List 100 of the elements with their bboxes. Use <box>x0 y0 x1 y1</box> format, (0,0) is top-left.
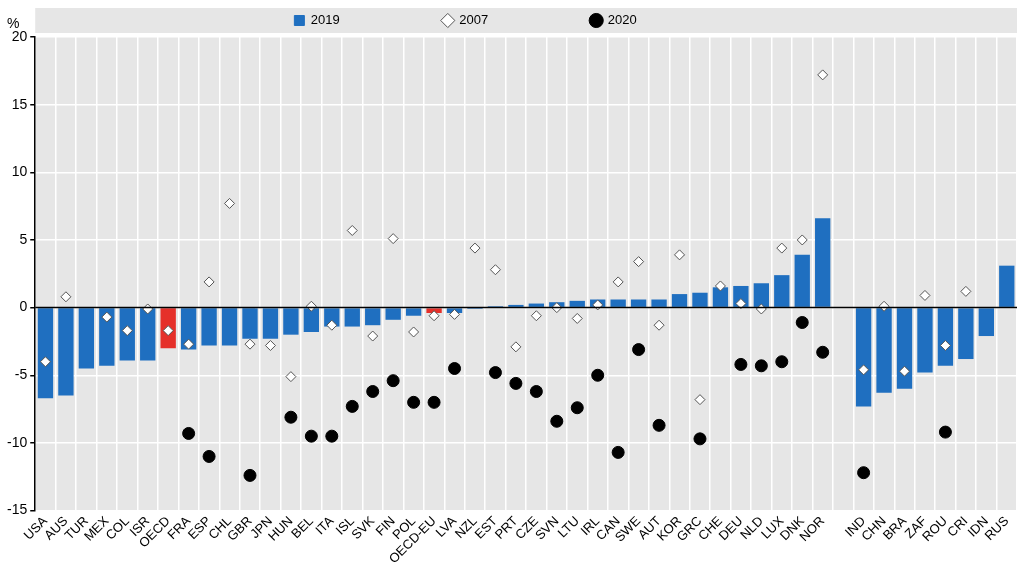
point <box>693 432 707 446</box>
point <box>754 359 768 373</box>
point <box>407 395 421 409</box>
legend-label: 2020 <box>607 12 728 28</box>
point <box>408 326 420 338</box>
point <box>714 280 726 292</box>
point <box>550 414 564 428</box>
bar <box>794 254 810 307</box>
point <box>633 256 645 268</box>
bar <box>119 308 135 361</box>
bar <box>896 308 913 389</box>
bar <box>221 308 238 346</box>
bar <box>671 294 688 307</box>
point <box>101 311 113 323</box>
point <box>857 466 871 480</box>
point <box>530 310 542 322</box>
point <box>386 374 400 388</box>
y-tick-label: -10 <box>7 433 28 450</box>
point <box>529 385 543 399</box>
point <box>305 300 317 312</box>
point <box>551 302 563 314</box>
bar <box>78 308 95 369</box>
bar <box>978 308 994 337</box>
bar <box>917 308 933 373</box>
point <box>817 69 829 81</box>
point <box>858 364 870 376</box>
y-tick-label: -5 <box>14 366 28 383</box>
point <box>878 300 890 312</box>
point <box>755 303 767 315</box>
point <box>795 316 809 329</box>
point <box>734 357 748 371</box>
point <box>674 249 686 261</box>
point <box>202 449 216 463</box>
point <box>284 410 298 424</box>
bar <box>242 308 258 339</box>
point <box>448 362 462 376</box>
point <box>428 310 440 322</box>
bar <box>262 308 279 339</box>
point <box>735 298 747 310</box>
bar <box>201 308 217 346</box>
point <box>919 289 931 301</box>
bar <box>303 308 320 332</box>
bar <box>937 308 954 366</box>
point <box>387 233 399 245</box>
point <box>346 224 358 236</box>
bar <box>815 218 831 307</box>
point <box>510 341 522 353</box>
point <box>285 371 297 383</box>
point <box>653 319 665 331</box>
bar <box>712 287 729 307</box>
point <box>816 345 830 359</box>
point <box>776 242 788 254</box>
legend-label: 2007 <box>459 12 580 28</box>
point <box>592 299 604 311</box>
point <box>345 399 359 413</box>
point <box>183 338 195 350</box>
point <box>121 325 133 337</box>
point <box>488 366 502 380</box>
bar <box>37 308 54 399</box>
bar <box>365 308 381 326</box>
point <box>938 425 952 439</box>
y-tick-label: 15 <box>11 95 28 112</box>
point <box>427 395 441 409</box>
y-tick-label: 0 <box>19 298 28 315</box>
point <box>899 365 911 377</box>
bar <box>569 300 585 307</box>
bar <box>140 308 156 361</box>
point <box>367 330 379 342</box>
y-tick-label: 10 <box>11 163 28 180</box>
point <box>611 445 625 459</box>
bar <box>283 308 299 335</box>
bar <box>385 308 401 320</box>
point <box>243 468 257 482</box>
bar <box>99 308 115 366</box>
point <box>304 429 318 443</box>
bar <box>630 299 647 307</box>
point <box>570 401 584 415</box>
bar <box>774 275 790 307</box>
point <box>39 356 51 368</box>
point <box>142 303 154 315</box>
bar <box>58 308 74 396</box>
y-tick-label: 5 <box>19 230 28 247</box>
point <box>224 197 236 209</box>
point <box>939 340 951 351</box>
point <box>264 340 276 351</box>
bar <box>344 308 360 327</box>
point <box>203 276 215 288</box>
point <box>469 242 481 254</box>
bar <box>651 299 667 307</box>
point <box>796 234 808 246</box>
y-tick-label: -15 <box>7 501 28 518</box>
point <box>652 418 666 432</box>
bar <box>692 292 708 307</box>
point <box>960 285 972 297</box>
bar <box>958 308 974 360</box>
point <box>449 308 461 320</box>
point <box>182 426 196 440</box>
point <box>591 368 605 382</box>
point <box>509 376 523 390</box>
point <box>632 343 646 357</box>
